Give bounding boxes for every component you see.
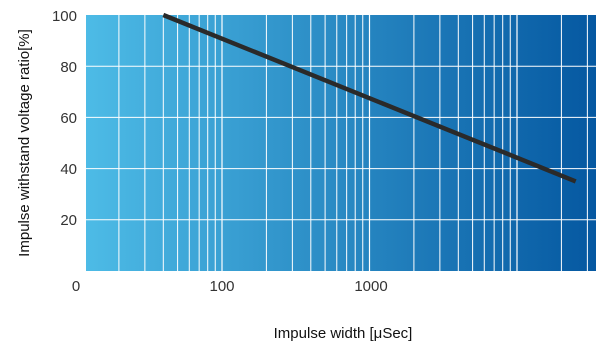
y-tick-label: 40	[60, 161, 77, 178]
grid-lines	[86, 15, 596, 271]
y-axis-label: Impulse withstand voltage ratio[%]	[16, 29, 33, 257]
y-tick-label: 20	[60, 212, 77, 229]
series-line-0	[162, 12, 577, 184]
x-tick-label: 0	[72, 278, 80, 295]
y-tick-label: 100	[52, 8, 77, 25]
y-tick-labels: 100 80 60 40 20	[52, 8, 77, 229]
x-tick-label: 1000	[354, 278, 387, 295]
x-tick-labels: 0 100 1000	[72, 278, 388, 295]
y-tick-label: 60	[60, 110, 77, 127]
y-tick-label: 80	[60, 59, 77, 76]
plot-area	[86, 15, 596, 271]
x-tick-label: 100	[209, 278, 234, 295]
x-axis-label: Impulse width [μSec]	[274, 325, 413, 342]
series-layer	[162, 12, 577, 184]
